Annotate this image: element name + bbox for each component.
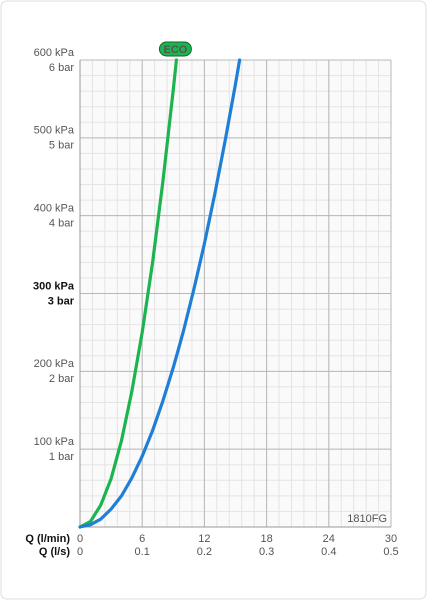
x2-tick-label: 0.1 [135, 546, 150, 558]
x2-tick-label: 0.3 [259, 546, 274, 558]
x-tick-label: 0 [77, 533, 83, 545]
code-label: 1810FG [347, 513, 387, 525]
y-tick-label: 500 kPa [34, 125, 75, 137]
y-tick-label-bar: 6 bar [49, 62, 74, 74]
y-tick-label: 100 kPa [34, 436, 75, 448]
y-tick-label-bar: 3 bar [48, 295, 75, 307]
x2-tick-label: 0.2 [197, 546, 212, 558]
x-tick-label: 6 [139, 533, 145, 545]
legend-label: ECO [163, 44, 187, 56]
y-tick-label: 300 kPa [33, 280, 75, 292]
y-tick-label-bar: 4 bar [49, 218, 74, 230]
y-tick-label-bar: 1 bar [49, 451, 74, 463]
x2-axis-label: Q (l/s) [39, 546, 71, 558]
legend-badge [158, 41, 192, 57]
curve [78, 58, 242, 529]
y-tick-label: 600 kPa [34, 47, 75, 59]
x-tick-label: 12 [198, 533, 210, 545]
y-tick-label-bar: 5 bar [49, 140, 74, 152]
curve [78, 58, 178, 529]
x2-tick-label: 0.5 [383, 546, 398, 558]
x-tick-label: 24 [323, 533, 335, 545]
y-tick-label-bar: 2 bar [49, 373, 74, 385]
y-tick-label: 400 kPa [34, 203, 75, 215]
y-tick-label: 200 kPa [34, 358, 75, 370]
x-axis-label: Q (l/min) [25, 533, 70, 545]
x-tick-label: 30 [385, 533, 397, 545]
x2-tick-label: 0 [77, 546, 83, 558]
x-tick-label: 18 [260, 533, 272, 545]
x2-tick-label: 0.4 [321, 546, 336, 558]
